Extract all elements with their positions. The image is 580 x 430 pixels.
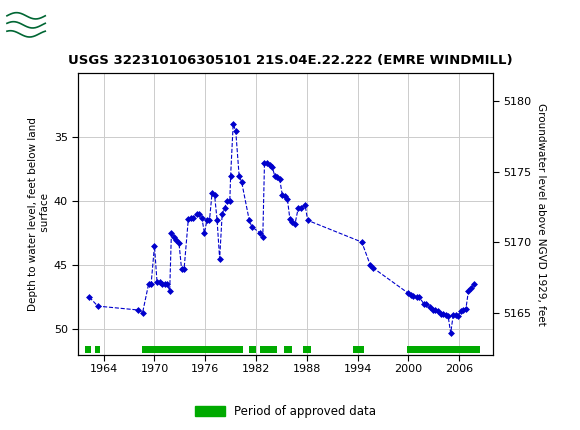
Text: USGS 322310106305101 21S.04E.22.222 (EMRE WINDMILL): USGS 322310106305101 21S.04E.22.222 (EMR…: [68, 54, 512, 67]
Y-axis label: Groundwater level above NGVD 1929, feet: Groundwater level above NGVD 1929, feet: [536, 102, 546, 326]
Bar: [95, 346, 100, 353]
Text: USGS: USGS: [58, 12, 122, 33]
Legend: Period of approved data: Period of approved data: [195, 405, 376, 418]
Bar: [353, 346, 364, 353]
Bar: [142, 346, 244, 353]
Bar: [85, 346, 91, 353]
Bar: [284, 346, 292, 353]
Bar: [6, 3, 46, 42]
Bar: [303, 346, 311, 353]
Bar: [249, 346, 256, 353]
Bar: [260, 346, 277, 353]
Y-axis label: Depth to water level, feet below land
 surface: Depth to water level, feet below land su…: [28, 117, 50, 311]
Bar: [407, 346, 480, 353]
